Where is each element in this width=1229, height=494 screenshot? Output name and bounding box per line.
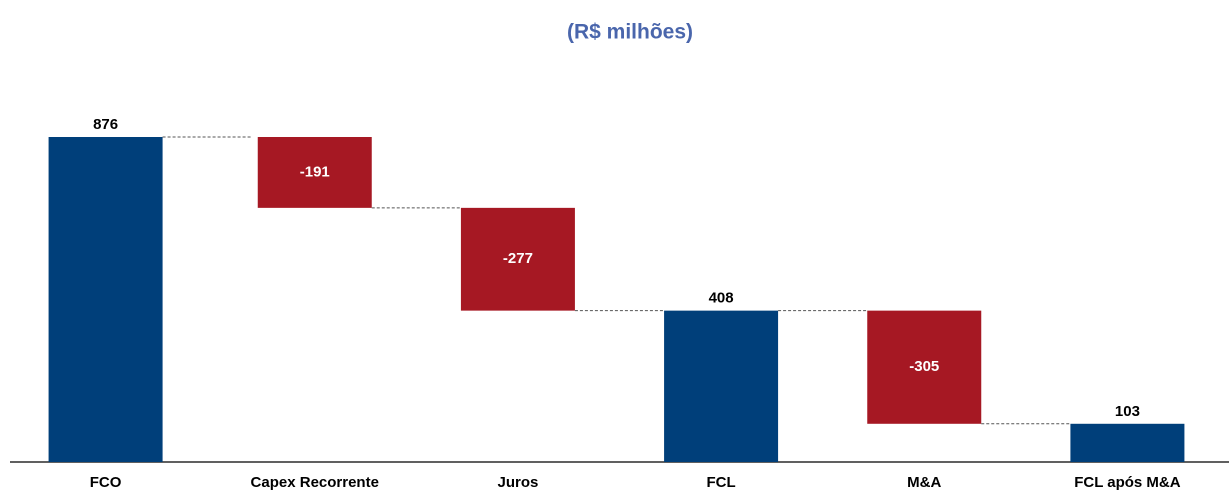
- x-tick-label: FCL: [706, 474, 735, 491]
- value-label: -277: [503, 250, 533, 267]
- x-tick-label: FCL após M&A: [1074, 474, 1181, 491]
- x-tick-label: Juros: [497, 474, 538, 491]
- value-label: 876: [93, 116, 118, 133]
- bar: [460, 207, 575, 311]
- bar: [867, 310, 982, 424]
- x-tick-label: FCO: [90, 474, 122, 491]
- bar: [1070, 423, 1185, 462]
- value-label: 103: [1115, 403, 1140, 420]
- value-label: -191: [300, 163, 330, 180]
- x-tick-label: M&A: [907, 474, 941, 491]
- bar: [257, 137, 372, 208]
- value-label: 408: [709, 290, 734, 307]
- value-label: -305: [909, 358, 939, 375]
- chart-title: (R$ milhões): [567, 21, 693, 44]
- bar: [664, 310, 779, 462]
- x-tick-label: Capex Recorrente: [251, 474, 379, 491]
- bar: [48, 137, 163, 462]
